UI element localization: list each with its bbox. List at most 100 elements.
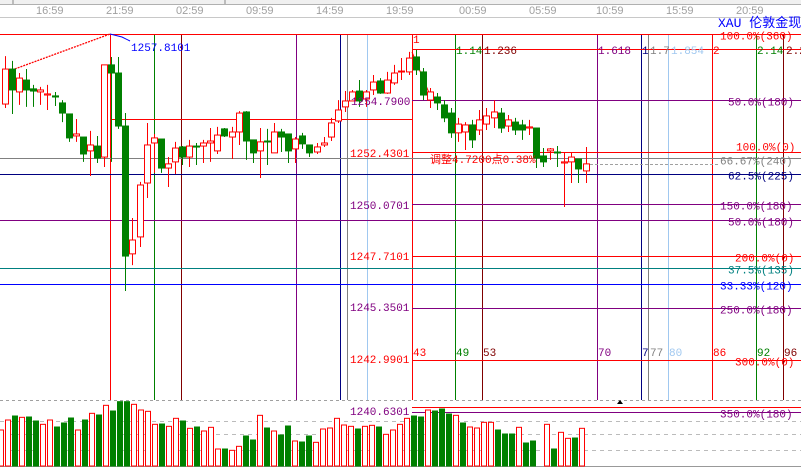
candle-body xyxy=(200,142,207,147)
candle-body xyxy=(73,133,80,137)
candle xyxy=(144,122,151,198)
candle-body xyxy=(129,239,136,255)
volume-bar xyxy=(327,427,333,467)
volume-bar xyxy=(460,422,466,467)
volume-bar xyxy=(334,417,340,467)
candle xyxy=(52,91,59,107)
candle xyxy=(526,119,533,136)
candle-body xyxy=(299,135,306,145)
price-label: 1254.7900 xyxy=(351,97,410,109)
candle-body xyxy=(498,112,505,129)
price-label: 1252.4301 xyxy=(350,149,410,161)
candle-body xyxy=(356,90,363,102)
volume-bar xyxy=(467,426,473,467)
fib-time-label: 70 xyxy=(598,348,611,360)
fib-level-label: 50.0%(180) xyxy=(728,98,794,110)
fib-level-label: 150.0%(180) xyxy=(720,202,793,214)
volume-bar xyxy=(96,414,102,467)
high-marker-curve xyxy=(109,33,131,42)
candle-body xyxy=(30,88,37,92)
volume-bar xyxy=(40,423,46,467)
candle-body xyxy=(406,57,413,73)
volume-bar xyxy=(236,445,242,467)
candle xyxy=(512,117,519,136)
volume-bar xyxy=(159,423,165,467)
pane-resize-arrow-icon[interactable] xyxy=(617,400,623,404)
candle xyxy=(271,122,278,154)
candle xyxy=(554,146,561,167)
candle xyxy=(498,108,505,133)
candle-body xyxy=(137,184,144,238)
time-axis-label: 16:59 xyxy=(36,5,64,17)
volume-bar xyxy=(481,421,487,467)
fib-time-labels: 43 49 53 70 7 77 80 86 92 96 xyxy=(413,348,797,360)
toolbar-strip xyxy=(0,0,801,5)
candle xyxy=(413,49,420,75)
fib-ratio-label: 1.618 xyxy=(598,46,631,58)
candle-body xyxy=(391,72,398,84)
volume-bar xyxy=(292,440,298,467)
volume-bar xyxy=(173,417,179,467)
candle xyxy=(257,128,264,178)
fib-level-label: 62.5%(225) xyxy=(728,172,794,184)
candle xyxy=(420,67,427,101)
volume-bar xyxy=(313,441,319,467)
candle xyxy=(87,130,94,176)
fib-level-label: 350.0%(180) xyxy=(720,410,793,422)
candle-body xyxy=(335,109,342,122)
candlesticks xyxy=(2,49,590,292)
candle-body xyxy=(179,146,186,158)
candle xyxy=(406,51,413,75)
candle-body xyxy=(370,81,377,91)
candle xyxy=(101,64,108,167)
candle-body xyxy=(441,104,448,119)
volume-bar xyxy=(383,433,389,467)
candle xyxy=(476,109,483,136)
fib-level-label: 100.0%(0) xyxy=(736,143,795,155)
candle xyxy=(547,148,554,160)
candle xyxy=(137,181,144,248)
fib-time-label: 92 xyxy=(757,348,770,360)
volume-bar xyxy=(166,425,172,467)
candle-body xyxy=(207,140,214,144)
candle xyxy=(349,89,356,102)
candle-body xyxy=(9,68,16,91)
fib-level-label: 250.0%(180) xyxy=(720,306,793,318)
volume-bar xyxy=(495,429,501,467)
volume-bar xyxy=(558,431,564,467)
candle xyxy=(59,100,66,123)
trend-lines[interactable] xyxy=(11,33,433,101)
volume-bar xyxy=(320,428,326,467)
volume-bar xyxy=(544,423,550,467)
candle-body xyxy=(108,64,115,74)
candle xyxy=(356,80,363,107)
candle-body xyxy=(23,79,30,91)
fib-level-labels: 100.0%(360) 50.0%(180) 100.0%(0) 66.67%(240… xyxy=(720,32,795,422)
candle xyxy=(583,146,590,184)
candle xyxy=(165,157,172,187)
candle xyxy=(115,56,122,129)
candle-body xyxy=(264,140,271,143)
candle-body xyxy=(505,119,512,127)
candle-body xyxy=(250,139,257,154)
fib-time-label: 53 xyxy=(483,348,496,360)
candle-body xyxy=(37,89,44,93)
candle-body xyxy=(363,91,370,100)
time-axis-label: 09:59 xyxy=(246,5,274,17)
volume-bar xyxy=(215,448,221,467)
fib-levels xyxy=(0,34,801,413)
candle xyxy=(193,142,200,165)
candle-body xyxy=(158,138,165,169)
fib-time-label: 77 xyxy=(650,348,663,360)
candle-body xyxy=(398,70,405,73)
volume-bar xyxy=(523,442,529,467)
candle-body xyxy=(80,136,87,155)
candle xyxy=(16,73,23,105)
candle xyxy=(30,84,37,107)
volume-bar xyxy=(425,409,431,467)
candle xyxy=(292,137,299,163)
volume-bar xyxy=(397,423,403,467)
candle xyxy=(363,89,370,107)
candle-body xyxy=(526,126,533,129)
